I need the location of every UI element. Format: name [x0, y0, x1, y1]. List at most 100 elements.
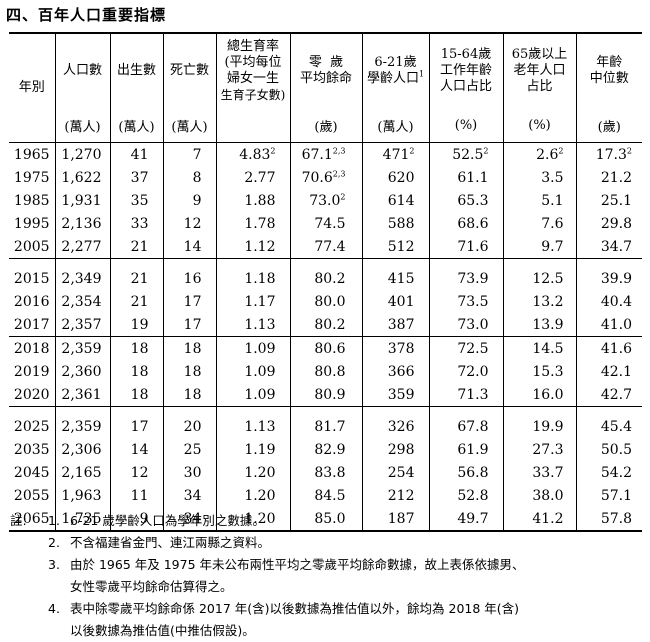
cell-pop: 2,359 [54, 336, 110, 360]
cell-old-value: 15.3 [532, 363, 564, 380]
cell-pop: 1,735 [54, 507, 110, 532]
note-text: 由於 1965 年及 1975 年未公布兩性平均之零歲平均餘命數據，故上表係依據… [70, 557, 525, 572]
cell-median-value: 17.3 [595, 146, 627, 163]
cell-work-value: 52.5 [452, 146, 484, 163]
cell-life-value: 80.6 [314, 340, 346, 357]
cell-birth-value: 17 [130, 418, 149, 435]
cell-pop-value: 2,349 [61, 270, 102, 287]
note-number: 4. [48, 601, 60, 616]
cell-school-value: 298 [387, 441, 415, 458]
cell-work-value: 73.9 [457, 270, 489, 287]
cell-life-value: 70.6 [301, 169, 333, 186]
cell-life-value: 80.0 [314, 293, 346, 310]
cell-old-value: 5.1 [541, 192, 564, 209]
table-row: 2025 2,359 17 20 1.13 81.7 326 67.8 19.9 45.4 [9, 406, 642, 438]
cell-work-value: 67.8 [457, 418, 489, 435]
page-title: 四、百年人口重要指標 [6, 6, 167, 24]
cell-tfr: 1.19 [215, 438, 290, 461]
unit-deaths: (萬人) [162, 108, 216, 143]
cell-year: 1975 [9, 166, 56, 189]
cell-old: 33.7 [502, 461, 576, 484]
table-row: 2016 2,354 21 17 1.17 80.0 401 73.5 13.2 40.4 [9, 290, 642, 313]
cell-pop: 1,963 [54, 484, 110, 507]
cell-year: 1995 [9, 212, 56, 235]
header-work-line3: 人口占比 [439, 79, 492, 94]
cell-death-value: 7 [192, 146, 202, 163]
cell-pop: 2,357 [54, 313, 110, 337]
cell-pop: 2,165 [54, 461, 110, 484]
cell-tfr-value: 1.09 [244, 386, 276, 403]
cell-pop-value: 2,136 [61, 215, 102, 232]
cell-school: 378 [361, 336, 429, 360]
cell-school-value: 212 [387, 487, 415, 504]
cell-death-value: 34 [183, 487, 202, 504]
cell-tfr-value: 1.20 [244, 487, 276, 504]
cell-birth: 21 [109, 258, 163, 290]
cell-school: 588 [361, 212, 429, 235]
cell-tfr-value: 1.09 [244, 340, 276, 357]
table-row: 2035 2,306 14 25 1.19 82.9 298 61.9 27.3 50.5 [9, 438, 642, 461]
note-line: 註: 1. 6-21 歲學齡人口為學年別之數據。 [10, 510, 640, 532]
cell-birth-value: 18 [130, 340, 149, 357]
note-indent [10, 554, 48, 576]
note-indent [10, 620, 48, 642]
cell-work-value: 72.5 [457, 340, 489, 357]
cell-old: 7.6 [502, 212, 576, 235]
table-row: 2018 2,359 18 18 1.09 80.6 378 72.5 14.5 41.6 [9, 336, 642, 360]
cell-life-value: 80.2 [314, 270, 346, 287]
cell-birth: 18 [109, 336, 163, 360]
note-indent [10, 598, 48, 620]
note-line: 2. 不含福建省金門、連江兩縣之資料。 [10, 532, 640, 554]
cell-death-value: 9 [192, 192, 202, 209]
cell-median: 40.4 [575, 290, 642, 313]
cell-death: 34 [162, 507, 216, 532]
header-working-age: 15-64歲 工作年齡 人口占比 [428, 32, 503, 108]
cell-life-value: 73.0 [309, 192, 341, 209]
cell-tfr: 1.13 [215, 406, 290, 438]
cell-death-value: 18 [183, 363, 202, 380]
cell-life-value: 85.0 [314, 510, 346, 527]
cell-life-footnote: 2 [340, 191, 346, 201]
cell-death-value: 34 [183, 510, 202, 527]
cell-birth: 35 [109, 189, 163, 212]
cell-median-value: 21.2 [600, 169, 632, 186]
cell-school-value: 620 [387, 169, 415, 186]
cell-tfr: 1.20 [215, 484, 290, 507]
note-text: 6-21 歲學齡人口為學年別之數據。 [70, 513, 265, 528]
cell-death: 20 [162, 406, 216, 438]
cell-school-value: 366 [387, 363, 415, 380]
cell-median-value: 45.4 [600, 418, 632, 435]
cell-tfr: 1.12 [215, 235, 290, 259]
cell-pop-value: 2,359 [61, 340, 102, 357]
cell-tfr-value: 1.12 [244, 238, 276, 255]
cell-pop-value: 1,270 [61, 146, 102, 163]
cell-life-value: 82.9 [314, 441, 346, 458]
header-year: 年別 [9, 32, 56, 143]
cell-school: 359 [361, 383, 429, 407]
cell-year: 2005 [9, 235, 56, 259]
cell-life: 77.4 [289, 235, 362, 259]
cell-old-value: 41.2 [532, 510, 564, 527]
cell-school: 254 [361, 461, 429, 484]
cell-life: 84.5 [289, 484, 362, 507]
cell-tfr: 1.17 [215, 290, 290, 313]
population-indicators-table: 年別 人口數 出生數 死亡數 總生育率 (平均每位 婦女一生 生育子女數) 零 … [9, 32, 642, 532]
header-school-footnote: 1 [418, 69, 425, 79]
header-population: 人口數 [54, 32, 110, 108]
cell-year: 2025 [9, 406, 56, 438]
cell-old-value: 2.6 [536, 146, 559, 163]
cell-tfr-value: 1.78 [244, 215, 276, 232]
cell-birth: 19 [109, 313, 163, 337]
cell-birth-value: 21 [130, 293, 149, 310]
cell-life-footnote: 2,3 [332, 168, 346, 178]
cell-tfr-footnote: 2 [270, 145, 276, 155]
cell-death: 34 [162, 484, 216, 507]
note-number-indent [48, 620, 70, 642]
cell-old-value: 3.5 [541, 169, 564, 186]
cell-death-value: 14 [183, 238, 202, 255]
header-median-age: 年齡 中位數 [575, 32, 642, 108]
cell-death: 7 [162, 142, 216, 166]
cell-median: 54.2 [575, 461, 642, 484]
cell-pop: 2,306 [54, 438, 110, 461]
cell-median: 57.8 [575, 507, 642, 532]
